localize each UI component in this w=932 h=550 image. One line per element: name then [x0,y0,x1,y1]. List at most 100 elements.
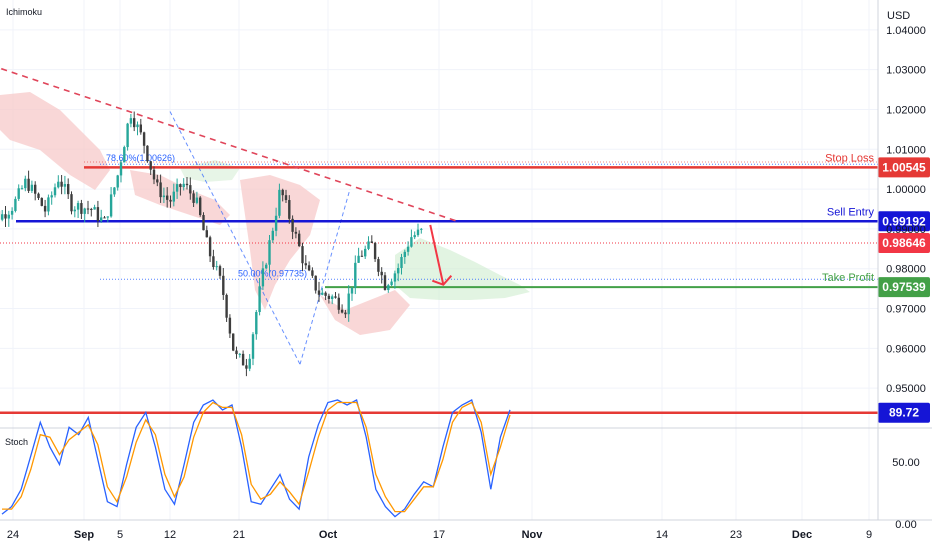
candle-body [232,333,235,351]
candle-body [314,275,317,291]
candle-body [327,295,331,299]
drawing-overlay [0,67,457,286]
candle-body [10,210,14,215]
candle-body [208,237,212,257]
candlestick-series [0,111,423,377]
price-tick-label: 1.04000 [886,25,926,37]
candle-body [76,203,80,210]
candle-body [4,214,7,219]
candle-body [218,266,222,276]
stochastic-pane: 89.72 50.00 0.00 [0,399,932,531]
candle-body [60,181,63,187]
candle-body [304,263,307,266]
candle-body [14,198,17,211]
candle-body [403,251,406,258]
price-tick-label: 1.02000 [886,104,926,116]
candle-body [301,246,304,264]
stoch-label: Stoch [5,437,28,447]
stoch-line-k [1,399,511,518]
price-tag-bg [878,211,930,232]
candle-body [416,229,420,236]
stoch-tag: 89.72 [889,406,919,420]
candle-body [311,270,314,276]
candle-body [185,183,189,186]
candle-body [387,285,390,290]
candle-body [370,241,373,243]
price-tag: 0.97539 [882,280,926,294]
candle-body [113,187,116,195]
fib-label: 50.00%(0.97735) [238,268,307,278]
time-tick-label: 5 [117,529,123,541]
stoch-tick-label: 50.00 [892,457,920,469]
candle-body [265,264,268,269]
candle-body [202,215,205,231]
candle-body [225,294,228,318]
candle-body [258,286,261,313]
candle-body [350,287,354,294]
time-tick-label: 12 [164,529,176,541]
cloud-area-green [395,238,530,300]
stoch-tick-label: 0.00 [895,519,916,531]
candle-body [271,230,274,241]
time-tick-label: 23 [730,529,742,541]
price-tick-label: 1.01000 [886,144,926,156]
candle-body [248,358,251,369]
candle-body [169,199,172,202]
candle-body [212,256,215,268]
candle-body [80,203,83,214]
candle-body [199,197,202,216]
stoch-tag-bg [878,402,930,423]
cloud-area [130,170,230,225]
projection-arrow [429,224,445,285]
candle-body [317,290,321,295]
candle-body [420,228,423,230]
candle-body [321,292,324,295]
candle-body [205,230,208,238]
candle-body [30,184,34,191]
candle-body [123,147,126,163]
indicator-label: Ichimoku [6,7,42,17]
fib-diagonal [169,111,301,365]
time-tick-label: 21 [233,529,245,541]
candle-body [136,124,139,128]
level-label: Take Profit [822,272,874,284]
candle-body [172,191,175,202]
candle-body [27,178,30,191]
candle-body [400,257,403,269]
candle-body [364,248,367,257]
candle-body [373,242,377,260]
candle-body [20,188,24,190]
candle-body [413,235,416,238]
candle-body [37,193,40,199]
price-tick-label: 0.98000 [886,264,926,276]
candle-body [268,240,271,265]
candle-body [103,217,106,219]
time-tick-label: Dec [792,529,812,541]
price-tick-label: 0.97000 [886,304,926,316]
candle-body [238,353,241,355]
price-tag: 1.00545 [882,160,926,174]
candle-body [192,193,195,203]
price-tag: 0.99192 [882,214,926,228]
candle-body [331,296,334,299]
price-tick-label: 1.03000 [886,65,926,77]
candle-body [83,208,86,214]
candle-body [142,132,146,146]
candle-body [1,214,4,220]
candle-body [24,178,27,189]
chart-grid [0,0,878,520]
candle-body [397,268,400,274]
candle-body [307,265,311,271]
candle-body [129,118,133,124]
candle-body [146,145,149,162]
candle-body [156,179,159,183]
time-tick-label: 9 [866,529,872,541]
candle-body [67,184,70,195]
candle-body [175,184,179,192]
candle-body [116,175,119,188]
candle-body [17,188,20,199]
candle-body [70,194,73,212]
candle-body [390,281,393,286]
